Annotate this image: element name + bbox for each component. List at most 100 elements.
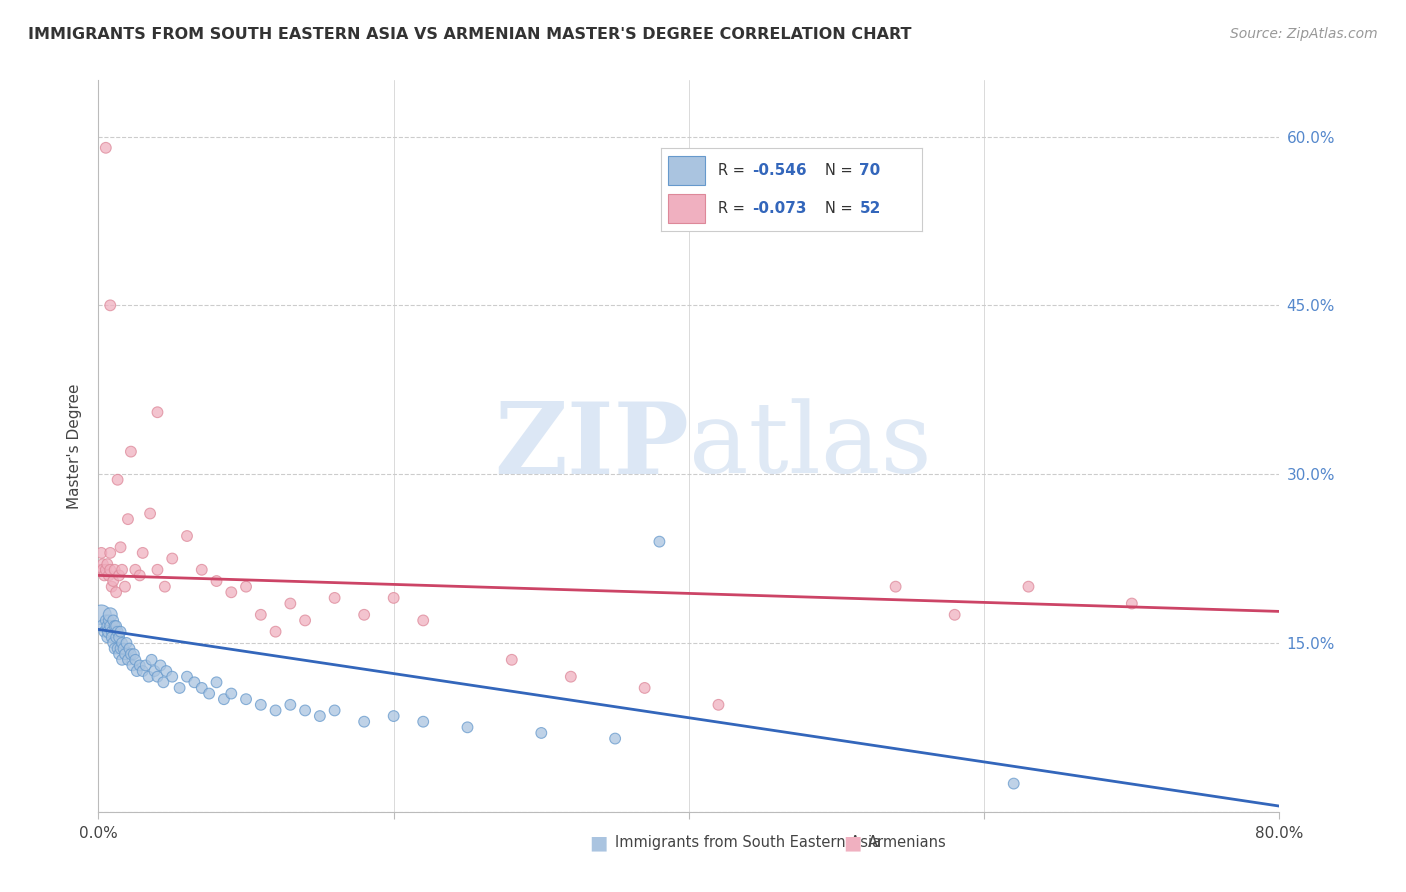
Y-axis label: Master's Degree: Master's Degree xyxy=(67,384,83,508)
Point xyxy=(221,687,243,701)
Point xyxy=(155,664,177,678)
Point xyxy=(943,607,966,622)
Point xyxy=(98,563,121,577)
Point xyxy=(138,670,160,684)
Point xyxy=(104,619,127,633)
Bar xyxy=(668,194,704,223)
Text: ■: ■ xyxy=(842,833,860,853)
Point xyxy=(111,563,134,577)
Point xyxy=(100,630,122,644)
Point xyxy=(412,614,434,628)
Point xyxy=(149,658,172,673)
Point xyxy=(94,614,117,628)
Point xyxy=(110,641,132,656)
Point xyxy=(105,585,128,599)
Point xyxy=(205,675,228,690)
Point xyxy=(146,670,169,684)
Point xyxy=(191,563,214,577)
Point xyxy=(280,698,302,712)
Point xyxy=(884,580,907,594)
Point xyxy=(98,546,121,560)
Point xyxy=(110,541,132,555)
Point xyxy=(122,647,145,661)
Point xyxy=(183,675,205,690)
Point xyxy=(264,703,287,717)
Point xyxy=(280,597,302,611)
Text: 52: 52 xyxy=(859,201,880,216)
Point xyxy=(108,647,131,661)
Point xyxy=(560,670,582,684)
Point xyxy=(111,653,134,667)
Point xyxy=(143,664,166,678)
Point xyxy=(648,534,671,549)
Point xyxy=(125,664,148,678)
Point xyxy=(105,630,128,644)
Point xyxy=(264,624,287,639)
Point xyxy=(412,714,434,729)
Point xyxy=(98,298,121,312)
Text: -0.073: -0.073 xyxy=(752,201,807,216)
Point xyxy=(135,658,157,673)
Point xyxy=(121,658,143,673)
Point xyxy=(103,614,125,628)
Point xyxy=(91,563,114,577)
Point xyxy=(107,473,129,487)
Point xyxy=(176,670,198,684)
Point xyxy=(235,692,257,706)
Point xyxy=(90,607,112,622)
Point xyxy=(205,574,228,588)
Point xyxy=(94,563,117,577)
Point xyxy=(89,563,111,577)
Point xyxy=(117,512,139,526)
Point xyxy=(112,641,135,656)
Text: 70: 70 xyxy=(859,163,880,178)
Point xyxy=(115,636,138,650)
Point xyxy=(114,647,136,661)
Point xyxy=(1018,580,1040,594)
Point xyxy=(707,698,730,712)
Point xyxy=(114,580,136,594)
Point xyxy=(104,563,127,577)
Point xyxy=(107,641,129,656)
Point xyxy=(120,647,142,661)
Text: ZIP: ZIP xyxy=(494,398,689,494)
Point xyxy=(309,709,332,723)
Point xyxy=(120,444,142,458)
Point xyxy=(107,624,129,639)
Text: IMMIGRANTS FROM SOUTH EASTERN ASIA VS ARMENIAN MASTER'S DEGREE CORRELATION CHART: IMMIGRANTS FROM SOUTH EASTERN ASIA VS AR… xyxy=(28,27,911,42)
Point xyxy=(146,563,169,577)
Point xyxy=(118,641,141,656)
Text: R =: R = xyxy=(718,163,749,178)
Point xyxy=(98,607,121,622)
Point xyxy=(111,636,134,650)
Point xyxy=(93,568,115,582)
Point xyxy=(634,681,657,695)
Point xyxy=(323,591,346,605)
Text: Immigrants from South Eastern Asia: Immigrants from South Eastern Asia xyxy=(614,836,882,850)
Point xyxy=(221,585,243,599)
Point xyxy=(96,557,118,571)
Point xyxy=(128,658,150,673)
Point xyxy=(110,624,132,639)
Point xyxy=(97,614,120,628)
Point xyxy=(294,703,316,717)
Point xyxy=(132,546,155,560)
Point xyxy=(132,664,155,678)
Point xyxy=(96,619,118,633)
Text: N =: N = xyxy=(825,163,858,178)
Point xyxy=(124,653,146,667)
Text: Armenians: Armenians xyxy=(868,836,948,850)
Point xyxy=(104,641,127,656)
Point xyxy=(96,630,118,644)
Point xyxy=(100,624,122,639)
Point xyxy=(152,675,174,690)
Point xyxy=(501,653,523,667)
Point xyxy=(250,698,273,712)
Point xyxy=(191,681,214,695)
Point xyxy=(103,636,125,650)
Bar xyxy=(668,156,704,185)
Point xyxy=(91,619,114,633)
Point xyxy=(108,568,131,582)
Point xyxy=(128,568,150,582)
Text: ■: ■ xyxy=(589,833,607,853)
